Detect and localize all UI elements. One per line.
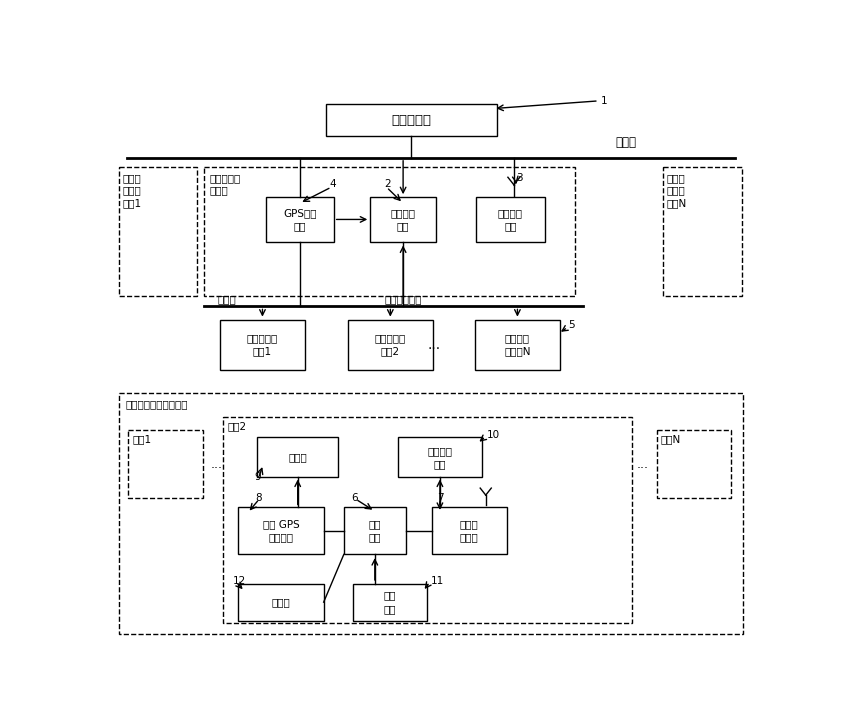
Bar — [220, 320, 305, 370]
Bar — [353, 584, 426, 621]
Text: 3: 3 — [516, 173, 522, 183]
Bar — [347, 320, 433, 370]
Text: 机车1: 机车1 — [132, 434, 151, 444]
Text: 12: 12 — [233, 576, 246, 586]
Bar — [344, 507, 406, 555]
Bar — [432, 507, 506, 555]
Bar — [266, 197, 334, 241]
Text: 调度集
中区域
中心N: 调度集 中区域 中心N — [666, 173, 686, 208]
Text: 计算机联
锁系统N: 计算机联 锁系统N — [504, 333, 531, 356]
Text: 以太网: 以太网 — [615, 136, 636, 149]
Text: 站场状态数据: 站场状态数据 — [384, 294, 421, 304]
Text: GPS授时
设备: GPS授时 设备 — [283, 208, 316, 231]
Bar — [476, 197, 545, 241]
Text: 8: 8 — [256, 493, 262, 503]
Bar — [657, 431, 732, 498]
Text: 10: 10 — [486, 431, 500, 440]
Text: 调度集中所辖站场区域: 调度集中所辖站场区域 — [125, 399, 188, 410]
Text: 传感器: 传感器 — [272, 597, 290, 607]
Text: 5: 5 — [569, 320, 575, 330]
Text: 11: 11 — [431, 576, 444, 586]
Text: 机车2: 机车2 — [228, 421, 246, 431]
Bar — [663, 167, 742, 297]
Text: 机车N: 机车N — [661, 434, 681, 444]
Text: 语音报警
音箱: 语音报警 音箱 — [427, 446, 452, 469]
Bar — [257, 437, 338, 477]
Text: 9: 9 — [254, 472, 261, 482]
Text: ...: ... — [427, 338, 441, 352]
Bar — [223, 417, 632, 623]
Bar — [398, 437, 482, 477]
Bar — [239, 584, 324, 621]
Text: 4: 4 — [330, 179, 336, 189]
Text: 2: 2 — [384, 179, 391, 189]
Bar — [204, 167, 574, 297]
Text: 调度集中区
域中心: 调度集中区 域中心 — [209, 173, 241, 196]
Text: 调度集中
主机: 调度集中 主机 — [390, 208, 415, 231]
Text: ...: ... — [637, 457, 649, 471]
Bar — [129, 431, 203, 498]
Text: 制动
装置: 制动 装置 — [383, 591, 396, 614]
Bar — [370, 197, 436, 241]
Text: 显示器: 显示器 — [288, 452, 307, 463]
Text: 调度集
中区域
中心1: 调度集 中区域 中心1 — [122, 173, 141, 208]
Text: 1: 1 — [601, 96, 608, 107]
Bar — [326, 104, 496, 136]
Bar — [239, 507, 324, 555]
Text: 6: 6 — [352, 493, 358, 503]
Text: 计算机联锁
系统1: 计算机联锁 系统1 — [246, 333, 278, 356]
Bar — [119, 167, 197, 297]
Text: 安控
主机: 安控 主机 — [368, 519, 381, 542]
Text: 7: 7 — [436, 493, 443, 503]
Text: 车载数
传电台: 车载数 传电台 — [460, 519, 479, 542]
Bar — [119, 394, 743, 634]
Bar — [475, 320, 560, 370]
Text: 以太网: 以太网 — [218, 294, 236, 304]
Text: 计算机联锁
系统2: 计算机联锁 系统2 — [375, 333, 406, 356]
Text: 通信服务器: 通信服务器 — [391, 114, 431, 127]
Text: ...: ... — [211, 457, 223, 471]
Text: 数传电台
基站: 数传电台 基站 — [498, 208, 523, 231]
Text: 车载 GPS
授时设备: 车载 GPS 授时设备 — [262, 519, 299, 542]
